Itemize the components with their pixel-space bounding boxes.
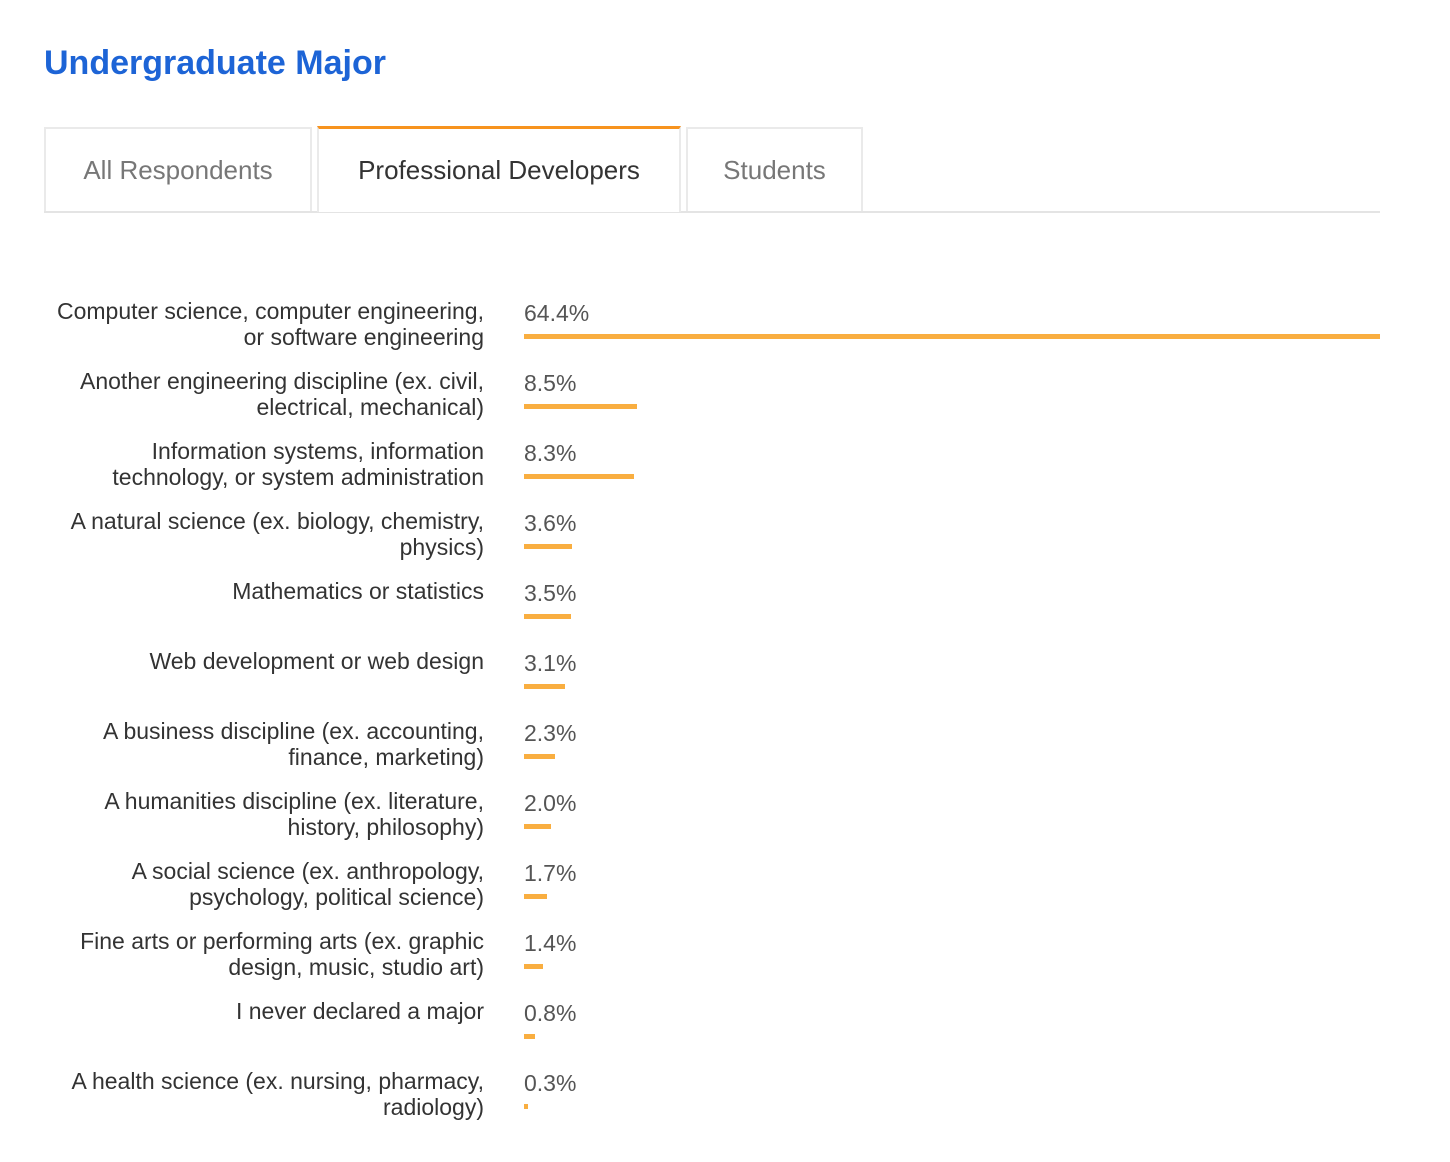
category-label: Mathematics or statistics [232, 578, 484, 604]
category-label: A natural science (ex. biology, chemistr… [70, 508, 484, 560]
bar [524, 474, 635, 479]
category-label: Fine arts or performing arts (ex. graphi… [80, 928, 484, 980]
value-label: 3.6% [524, 510, 577, 536]
tab[interactable]: Professional Developers [317, 126, 681, 212]
chart-row: A natural science (ex. biology, chemistr… [0, 506, 1450, 576]
tab[interactable]: All Respondents [44, 127, 312, 211]
category-label: A humanities discipline (ex. literature,… [104, 788, 484, 840]
value-label: 3.5% [524, 580, 577, 606]
chart-row: Information systems, information technol… [0, 436, 1450, 506]
value-label: 64.4% [524, 300, 590, 326]
bar [524, 684, 566, 689]
bar [524, 404, 637, 409]
chart-row: Mathematics or statistics 3.5% [0, 576, 1450, 646]
value-label: 0.8% [524, 1000, 577, 1026]
chart-row: A health science (ex. nursing, pharmacy,… [0, 1066, 1450, 1136]
category-label: Another engineering discipline (ex. civi… [80, 368, 484, 420]
value-label: 8.5% [524, 370, 577, 396]
category-label: A social science (ex. anthropology, psyc… [131, 858, 484, 910]
tab-bar: All Respondents Professional Developers St… [44, 126, 1380, 213]
category-label: Web development or web design [149, 648, 484, 674]
bar [524, 824, 551, 829]
bar [524, 894, 547, 899]
value-label: 1.4% [524, 930, 577, 956]
value-label: 1.7% [524, 860, 577, 886]
value-label: 2.3% [524, 720, 577, 746]
category-label: Information systems, information technol… [112, 438, 484, 490]
chart-row: Web development or web design 3.1% [0, 646, 1450, 716]
category-label: Computer science, computer engineering, … [56, 298, 484, 350]
section-title: Undergraduate Major [44, 44, 386, 82]
category-label: A business discipline (ex. accounting, f… [103, 718, 484, 770]
bar [524, 754, 555, 759]
chart-row: Another engineering discipline (ex. civi… [0, 366, 1450, 436]
chart-row: A business discipline (ex. accounting, f… [0, 716, 1450, 786]
bar [524, 544, 572, 549]
chart-row: I never declared a major 0.8% [0, 996, 1450, 1066]
chart-row: A social science (ex. anthropology, psyc… [0, 856, 1450, 926]
value-label: 2.0% [524, 790, 577, 816]
bar [524, 334, 1380, 339]
bar [524, 614, 571, 619]
value-label: 0.3% [524, 1070, 577, 1096]
category-label: I never declared a major [235, 998, 484, 1024]
tab[interactable]: Students [686, 127, 863, 211]
bar [524, 964, 543, 969]
chart-row: Fine arts or performing arts (ex. graphi… [0, 926, 1450, 996]
category-label: A health science (ex. nursing, pharmacy,… [71, 1068, 484, 1120]
chart-row: A humanities discipline (ex. literature,… [0, 786, 1450, 856]
bar [524, 1034, 535, 1039]
value-label: 3.1% [524, 650, 577, 676]
value-label: 8.3% [524, 440, 577, 466]
bar [524, 1104, 528, 1109]
chart-row: Computer science, computer engineering, … [0, 296, 1450, 366]
